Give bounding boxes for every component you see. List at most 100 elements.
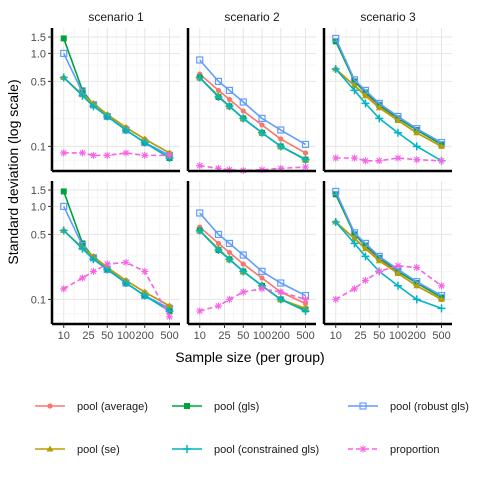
- data-point: [375, 257, 383, 264]
- y-tick-label: 0.5: [31, 76, 46, 88]
- legend-item: pool (constrained gls): [172, 444, 319, 456]
- data-point: [166, 151, 174, 159]
- data-point: [59, 73, 68, 82]
- data-point: [140, 291, 149, 300]
- legend-item: pool (average): [35, 401, 148, 413]
- x-tick-label: 100: [389, 330, 407, 342]
- data-point: [60, 35, 67, 42]
- data-point: [78, 149, 86, 157]
- column-strip-label: scenario 2: [224, 10, 280, 24]
- panel-r1-c1: 10 25 50 100 200 500: [186, 181, 316, 342]
- data-point: [60, 49, 68, 58]
- series-line-pool-robust-gls-: [199, 59, 306, 146]
- legend-key-marker: [47, 403, 53, 409]
- data-point: [240, 261, 246, 267]
- data-point: [214, 302, 222, 310]
- data-point: [413, 282, 421, 289]
- y-tick-label: 1.0: [31, 201, 46, 213]
- x-tick-label: 25: [354, 330, 366, 342]
- legend-item: pool (robust gls): [348, 401, 469, 413]
- data-point: [361, 99, 370, 108]
- data-point: [214, 77, 223, 86]
- data-point: [141, 288, 149, 295]
- data-point: [89, 151, 97, 159]
- panel-background: [188, 28, 316, 171]
- data-point: [215, 240, 222, 247]
- data-point: [375, 267, 383, 275]
- x-tick-label: 10: [330, 330, 342, 342]
- data-point: [350, 235, 358, 242]
- data-point: [277, 279, 285, 287]
- data-point: [361, 92, 369, 99]
- legend: pool (average) pool (gls) pool (robust gls…: [35, 401, 469, 456]
- legend-item: proportion: [348, 444, 440, 456]
- y-axis-title: Standard deviation (log scale): [5, 79, 21, 264]
- x-tick-label: 50: [373, 330, 385, 342]
- column-strip-label: scenario 1: [88, 10, 144, 24]
- data-point: [240, 108, 246, 114]
- series-line-pool-robust-gls-: [335, 38, 442, 144]
- y-tick-label: 0.5: [31, 229, 46, 241]
- data-point: [141, 267, 149, 275]
- legend-label: pool (se): [77, 444, 120, 456]
- data-point: [301, 155, 310, 164]
- data-point: [79, 87, 86, 94]
- data-point: [413, 156, 421, 164]
- data-point: [393, 128, 402, 137]
- data-point: [89, 102, 98, 111]
- data-point: [122, 258, 130, 266]
- data-point: [103, 260, 111, 268]
- data-point: [60, 285, 68, 293]
- data-point: [350, 285, 358, 293]
- data-point: [214, 230, 223, 239]
- data-point: [438, 282, 446, 290]
- data-point: [277, 164, 285, 172]
- data-point: [225, 102, 234, 111]
- data-point: [239, 267, 248, 276]
- data-point: [276, 142, 285, 151]
- data-point: [195, 226, 204, 235]
- y-tick-label: 0.1: [31, 141, 46, 153]
- data-point: [141, 135, 149, 142]
- data-point: [121, 126, 130, 135]
- data-point: [79, 240, 86, 247]
- data-point: [226, 249, 233, 256]
- data-point: [301, 140, 310, 149]
- series-line-pool-robust-gls-: [199, 212, 306, 297]
- x-tick-label: 200: [272, 330, 290, 342]
- data-point: [302, 301, 309, 307]
- data-point: [331, 217, 340, 226]
- series-line-pool-robust-gls-: [335, 191, 442, 297]
- data-point: [122, 149, 130, 157]
- data-point: [277, 126, 285, 134]
- panel-background: [52, 28, 180, 171]
- panels: scenario 1 scenario 2 scenario 3 Null hypot…: [31, 10, 474, 342]
- panel-background: [324, 28, 452, 171]
- data-point: [375, 157, 383, 165]
- data-point: [302, 163, 310, 171]
- data-point: [302, 295, 310, 303]
- data-point: [214, 164, 222, 172]
- data-point: [141, 151, 149, 159]
- legend-key-marker: [359, 402, 367, 410]
- data-point: [361, 157, 369, 165]
- data-point: [239, 98, 247, 106]
- data-point: [214, 245, 223, 254]
- panel-r0-c0: 0.1 0.5 1.0 1.5: [31, 28, 180, 173]
- legend-label: pool (gls): [214, 401, 259, 413]
- data-point: [60, 188, 67, 195]
- data-point: [361, 276, 369, 284]
- x-tick-label: 200: [136, 330, 154, 342]
- data-point: [196, 307, 204, 315]
- legend-key-marker: [46, 445, 54, 452]
- data-point: [60, 149, 68, 157]
- data-point: [350, 86, 359, 95]
- data-point: [351, 231, 358, 238]
- data-point: [225, 86, 234, 95]
- data-point: [259, 275, 265, 281]
- data-point: [412, 142, 421, 151]
- data-point: [239, 251, 247, 259]
- data-point: [166, 313, 174, 321]
- row-strip-label: Null hypothesis (β=0): [460, 43, 474, 156]
